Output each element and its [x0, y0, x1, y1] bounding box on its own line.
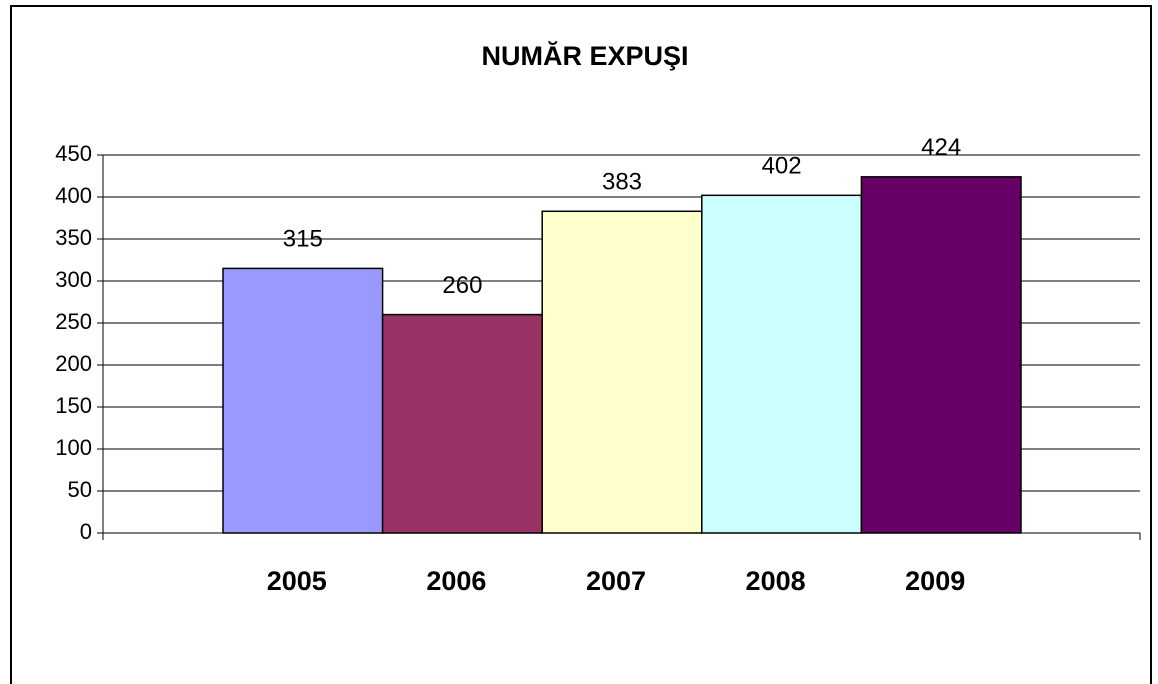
data-label: 260 [442, 272, 482, 299]
bar [381, 313, 543, 534]
y-tick-label: 300 [55, 267, 92, 292]
x-tick-label: 2005 [267, 566, 327, 596]
chart-frame [10, 5, 1152, 684]
y-tick-label: 50 [68, 477, 92, 502]
bar [860, 176, 1022, 534]
x-tick-label: 2007 [586, 566, 646, 596]
y-tick-label: 150 [55, 393, 92, 418]
y-tick-label: 0 [80, 519, 92, 544]
x-tick-label: 2008 [746, 566, 806, 596]
bar [541, 210, 703, 534]
data-label: 383 [602, 169, 642, 196]
x-tick-label: 2009 [905, 566, 965, 596]
chart-title: NUMĂR EXPUŞI [481, 40, 688, 71]
y-tick-label: 250 [55, 309, 92, 334]
bar [701, 194, 863, 534]
bar [222, 267, 384, 534]
y-tick-label: 350 [55, 225, 92, 250]
y-tick-label: 450 [55, 141, 92, 166]
x-tick-label: 2006 [426, 566, 486, 596]
y-tick-label: 100 [55, 435, 92, 460]
y-tick-label: 400 [55, 183, 92, 208]
data-label: 315 [283, 226, 323, 253]
data-label: 424 [921, 134, 961, 161]
y-tick-label: 200 [55, 351, 92, 376]
data-label: 402 [762, 153, 802, 180]
